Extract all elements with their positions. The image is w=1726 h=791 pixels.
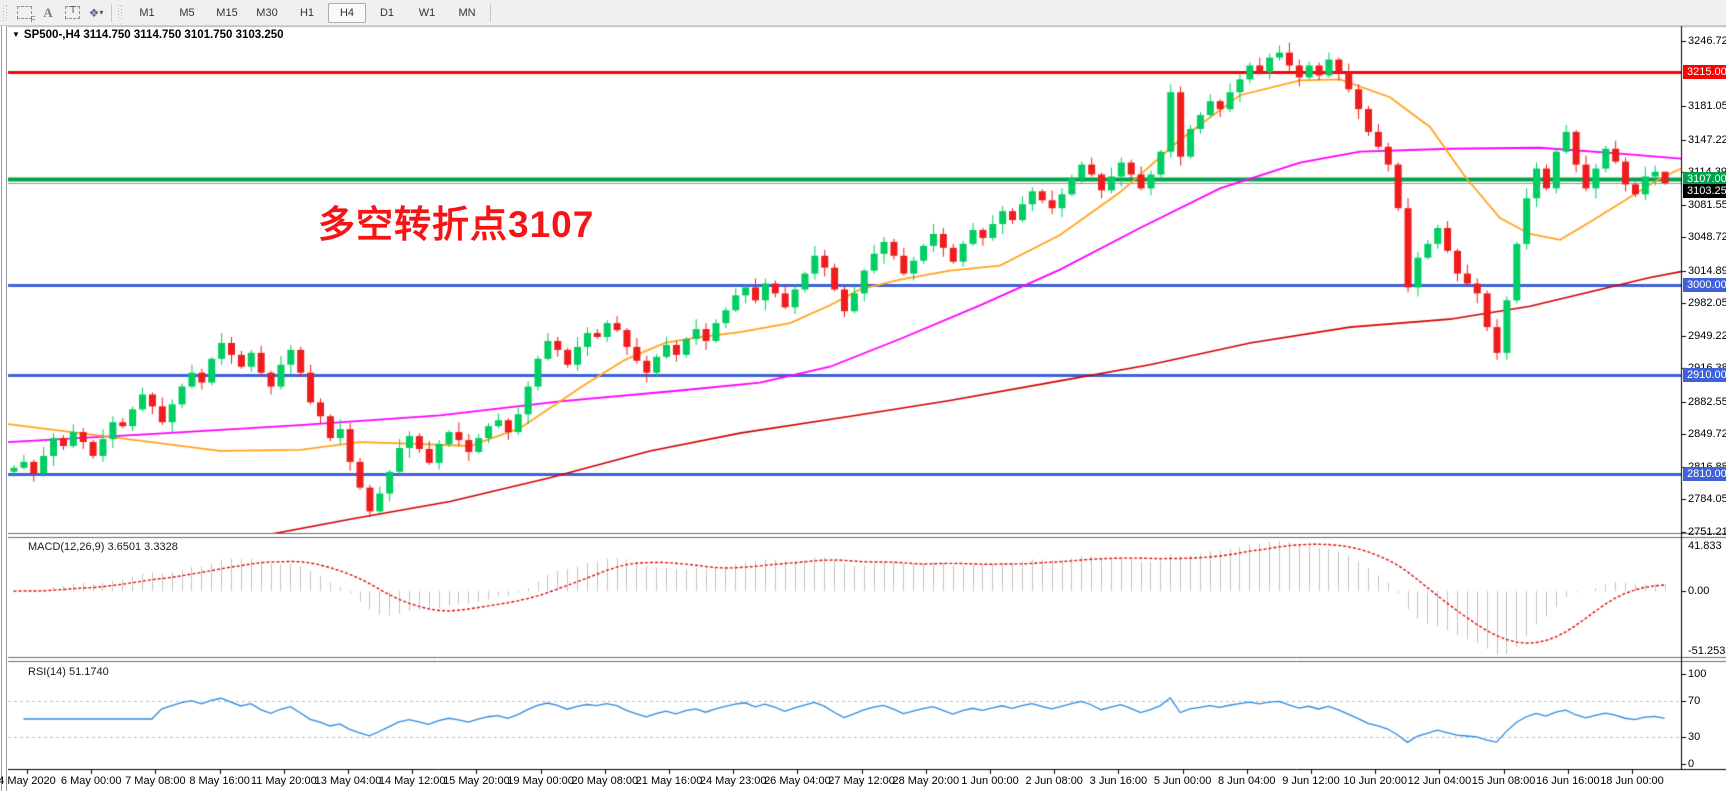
price-axis-tick: 2751.215: [1688, 526, 1726, 538]
time-axis-label: 8 Jun 04:00: [1218, 775, 1276, 787]
tf-m1-button[interactable]: M1: [139, 6, 155, 19]
price-axis-tick: 2982.055: [1688, 297, 1726, 310]
time-axis-label: 8 May 16:00: [189, 775, 250, 787]
rsi-indicator-label: RSI(14) 51.1740: [28, 666, 109, 678]
time-axis-label: 20 May 08:00: [571, 775, 639, 787]
window-left-border: [1, 26, 7, 791]
tf-h1-button[interactable]: H1: [299, 6, 315, 19]
time-axis-label: 11 May 20:00: [250, 775, 317, 787]
hline-price-box[interactable]: 3107.000: [1683, 172, 1726, 187]
rsi-axis-tick: 70: [1688, 695, 1701, 707]
time-axis-label: 16 Jun 16:00: [1535, 775, 1600, 787]
time-axis-label: 15 Jun 08:00: [1471, 775, 1536, 787]
price-axis-tick: 3181.055: [1688, 100, 1726, 113]
time-axis-label: 2 Jun 08:00: [1025, 775, 1083, 787]
time-axis-label: 3 Jun 16:00: [1089, 775, 1148, 787]
time-axis-label: 21 May 16:00: [635, 775, 703, 787]
time-axis-label: 5 Jun 00:00: [1153, 775, 1212, 787]
time-axis-label: 1 Jun 00:00: [961, 775, 1019, 787]
price-axis-tick: 3048.720: [1688, 231, 1726, 244]
price-axis-tick: 2849.720: [1688, 428, 1726, 441]
macd-axis-tick: -51.2535: [1688, 645, 1726, 657]
hline-price-box[interactable]: 3215.000: [1683, 65, 1726, 80]
hline-price-box[interactable]: 3103.250: [1683, 184, 1726, 199]
tf-mn-button[interactable]: MN: [458, 6, 476, 19]
time-axis-label: 24 May 23:00: [699, 775, 767, 787]
time-axis-label: 18 Jun 00:00: [1600, 775, 1664, 787]
tf-d1-button[interactable]: D1: [379, 6, 395, 19]
text-label-icon[interactable]: A: [43, 4, 53, 20]
price-axis-tick: 2949.220: [1688, 329, 1726, 342]
collapse-triangle-icon[interactable]: ▼: [12, 30, 20, 39]
chevron-down-icon[interactable]: ▾: [99, 8, 104, 17]
tf-m5-button[interactable]: M5: [179, 6, 195, 19]
hline-price-box[interactable]: 2810.000: [1683, 466, 1726, 481]
price-axis-tick: 3081.555: [1688, 198, 1726, 211]
time-axis-label: 12 Jun 04:00: [1407, 775, 1472, 787]
toolbar-separator: [490, 3, 491, 22]
time-axis-label: 9 Jun 12:00: [1282, 775, 1340, 787]
macd-axis-tick: 0.00: [1688, 585, 1710, 598]
price-axis-tick: 3014.890: [1688, 264, 1726, 277]
chart-symbol-title[interactable]: ▼ SP500-,H4 3114.750 3114.750 3101.750 31…: [12, 29, 284, 41]
time-axis-label: 26 May 04:00: [764, 775, 831, 787]
time-axis-label: 13 May 04:00: [314, 775, 382, 787]
time-axis-label: 4 May 2020: [0, 775, 56, 787]
tf-w1-button[interactable]: W1: [418, 6, 436, 19]
text-tool-icon[interactable]: T: [60, 2, 84, 23]
time-axis-label: 14 May 12:00: [378, 775, 446, 787]
hline-price-box[interactable]: 3000.000: [1683, 278, 1726, 293]
hline-price-box[interactable]: 2910.000: [1683, 367, 1726, 382]
toolbar: F A T ❖ ▾ M1 M5 M15 M30 H1 H4 D1 W1 MN: [0, 0, 1726, 26]
toolbar-grip[interactable]: [3, 4, 8, 21]
timeframe-buttons: M1 M5 M15 M30 H1 H4 D1 W1 MN: [127, 2, 487, 23]
price-axis-tick: 2882.555: [1688, 395, 1726, 408]
time-axis-label: 6 May 00:00: [60, 775, 122, 787]
rsi-axis-tick: 30: [1688, 731, 1701, 743]
time-axis-label: 10 Jun 20:00: [1343, 775, 1407, 787]
tf-h4-button[interactable]: H4: [328, 2, 366, 23]
arrow-objects-icon[interactable]: ❖ ▾: [88, 5, 104, 20]
time-axis-label: 15 May 20:00: [443, 775, 510, 787]
time-axis-label: 7 May 08:00: [125, 775, 186, 787]
price-axis-tick: 3246.725: [1688, 35, 1726, 47]
toolbar-grip[interactable]: [118, 4, 123, 21]
rsi-axis-tick: 0: [1688, 758, 1695, 770]
macd-axis-tick: 41.833: [1688, 540, 1722, 552]
tf-m15-button[interactable]: M15: [216, 6, 238, 19]
rsi-axis-tick: 100: [1688, 668, 1707, 680]
toolbar-separator: [111, 3, 112, 22]
time-axis-label: 19 May 00:00: [507, 775, 574, 787]
tf-m30-button[interactable]: M30: [256, 6, 278, 19]
price-axis-tick: 2784.050: [1688, 493, 1726, 506]
time-axis-label: 28 May 20:00: [892, 775, 960, 787]
price-axis-tick: 3147.225: [1688, 133, 1726, 146]
macd-indicator-label: MACD(12,26,9) 3.6501 3.3328: [28, 541, 178, 553]
chart-annotation-text[interactable]: 多空转折点3107: [318, 204, 595, 245]
chart-shift-icon[interactable]: F: [12, 2, 36, 24]
time-axis-label: 27 May 12:00: [828, 775, 895, 787]
